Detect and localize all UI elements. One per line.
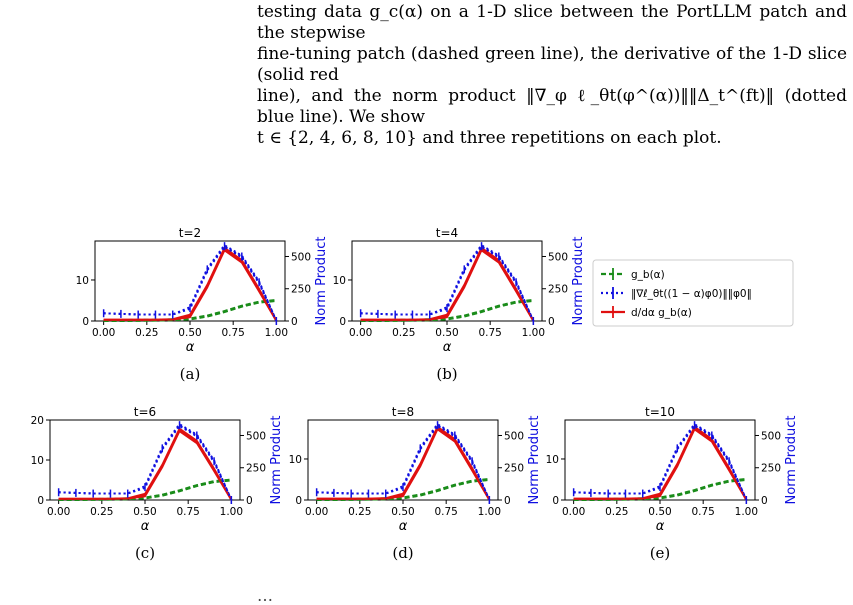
- y2-tick-label: 250: [548, 284, 568, 296]
- x-axis-label: α: [141, 519, 150, 534]
- legend-label: ‖∇ℓ_θt((1 − α)φ0)‖‖φ0‖: [631, 288, 752, 300]
- y2-axis-label: Norm Product: [571, 237, 586, 326]
- x-axis-label: α: [443, 340, 452, 355]
- truncated-text: …: [257, 586, 273, 605]
- x-tick-label: 0.75: [176, 506, 199, 518]
- panel-title: t=10: [645, 405, 675, 419]
- y2-tick-label: 0: [761, 495, 768, 507]
- x-tick-label: 0.25: [392, 327, 415, 339]
- x-tick-label: 0.00: [92, 327, 115, 339]
- y2-tick-label: 500: [246, 430, 266, 442]
- y-tick-label: 10: [333, 275, 346, 287]
- x-tick-label: 0.25: [90, 506, 113, 518]
- x-tick-label: 0.00: [349, 327, 372, 339]
- y2-tick-label: 250: [291, 284, 311, 296]
- panel-title: t=2: [179, 226, 201, 240]
- caption-line: testing data g_c(α) on a 1-D slice betwe…: [257, 2, 847, 43]
- x-tick-label: 0.50: [178, 327, 201, 339]
- x-tick-label: 0.25: [605, 506, 628, 518]
- panel-title: t=6: [134, 405, 156, 419]
- y2-tick-label: 0: [548, 316, 555, 328]
- x-tick-label: 0.50: [391, 506, 414, 518]
- x-axis-label: α: [656, 519, 665, 534]
- x-tick-label: 0.25: [348, 506, 371, 518]
- series-line: [360, 249, 535, 322]
- x-tick-label: 0.00: [305, 506, 328, 518]
- x-tick-label: 0.75: [221, 327, 244, 339]
- series-line: [58, 429, 233, 501]
- x-tick-label: 0.75: [434, 506, 457, 518]
- figure-caption-text: testing data g_c(α) on a 1-D slice betwe…: [257, 2, 847, 149]
- x-tick-label: 0.00: [562, 506, 585, 518]
- y-tick-label: 0: [552, 495, 559, 507]
- x-tick-label: 0.75: [691, 506, 714, 518]
- y2-axis-label: Norm Product: [269, 416, 284, 505]
- y2-tick-label: 0: [291, 316, 298, 328]
- panel-title: t=4: [436, 226, 458, 240]
- caption-line: line), and the norm product ‖∇_φ ℓ_θt(φ^…: [257, 86, 847, 127]
- y2-tick-label: 0: [504, 495, 511, 507]
- caption-line: fine-tuning patch (dashed green line), t…: [257, 44, 847, 85]
- y-tick-label: 0: [295, 495, 302, 507]
- y-tick-label: 0: [339, 316, 346, 328]
- y-tick-label: 10: [289, 454, 302, 466]
- x-tick-label: 0.50: [648, 506, 671, 518]
- y2-axis-label: Norm Product: [314, 237, 329, 326]
- legend-box: [592, 259, 794, 327]
- series-line: [103, 249, 278, 322]
- y-tick-label: 20: [31, 415, 44, 427]
- y-tick-label: 10: [76, 275, 89, 287]
- y2-tick-label: 500: [761, 430, 781, 442]
- subfigure-label: (a): [180, 365, 201, 383]
- x-tick-label: 0.50: [133, 506, 156, 518]
- y2-tick-label: 250: [761, 463, 781, 475]
- y2-tick-label: 500: [291, 251, 311, 263]
- x-tick-label: 1.00: [265, 327, 288, 339]
- x-axis-label: α: [186, 340, 195, 355]
- x-tick-label: 1.00: [220, 506, 243, 518]
- subfigure-label: (e): [650, 544, 671, 562]
- y2-axis-label: Norm Product: [784, 416, 799, 505]
- series-line: [316, 428, 491, 501]
- caption-line: t ∈ {2, 4, 6, 8, 10} and three repetitio…: [257, 128, 722, 148]
- y2-tick-label: 250: [246, 463, 266, 475]
- x-tick-label: 0.00: [47, 506, 70, 518]
- legend-label: g_b(α): [631, 269, 665, 281]
- x-tick-label: 0.50: [435, 327, 458, 339]
- y-tick-label: 10: [546, 454, 559, 466]
- x-axis-label: α: [399, 519, 408, 534]
- y2-tick-label: 500: [548, 251, 568, 263]
- x-tick-label: 0.25: [135, 327, 158, 339]
- panel-title: t=8: [392, 405, 414, 419]
- legend-label: d/dα g_b(α): [631, 307, 692, 319]
- subfigure-label: (b): [436, 365, 457, 383]
- y2-axis-label: Norm Product: [527, 416, 542, 505]
- subfigure-label: (c): [135, 544, 155, 562]
- x-tick-label: 1.00: [478, 506, 501, 518]
- y2-tick-label: 250: [504, 463, 524, 475]
- x-tick-label: 0.75: [478, 327, 501, 339]
- x-tick-label: 1.00: [522, 327, 545, 339]
- y2-tick-label: 0: [246, 495, 253, 507]
- x-tick-label: 1.00: [735, 506, 758, 518]
- series-line: [573, 428, 748, 501]
- y-tick-label: 0: [82, 316, 89, 328]
- y-tick-label: 10: [31, 455, 44, 467]
- subfigure-label: (d): [392, 544, 413, 562]
- y-tick-label: 0: [37, 495, 44, 507]
- y2-tick-label: 500: [504, 430, 524, 442]
